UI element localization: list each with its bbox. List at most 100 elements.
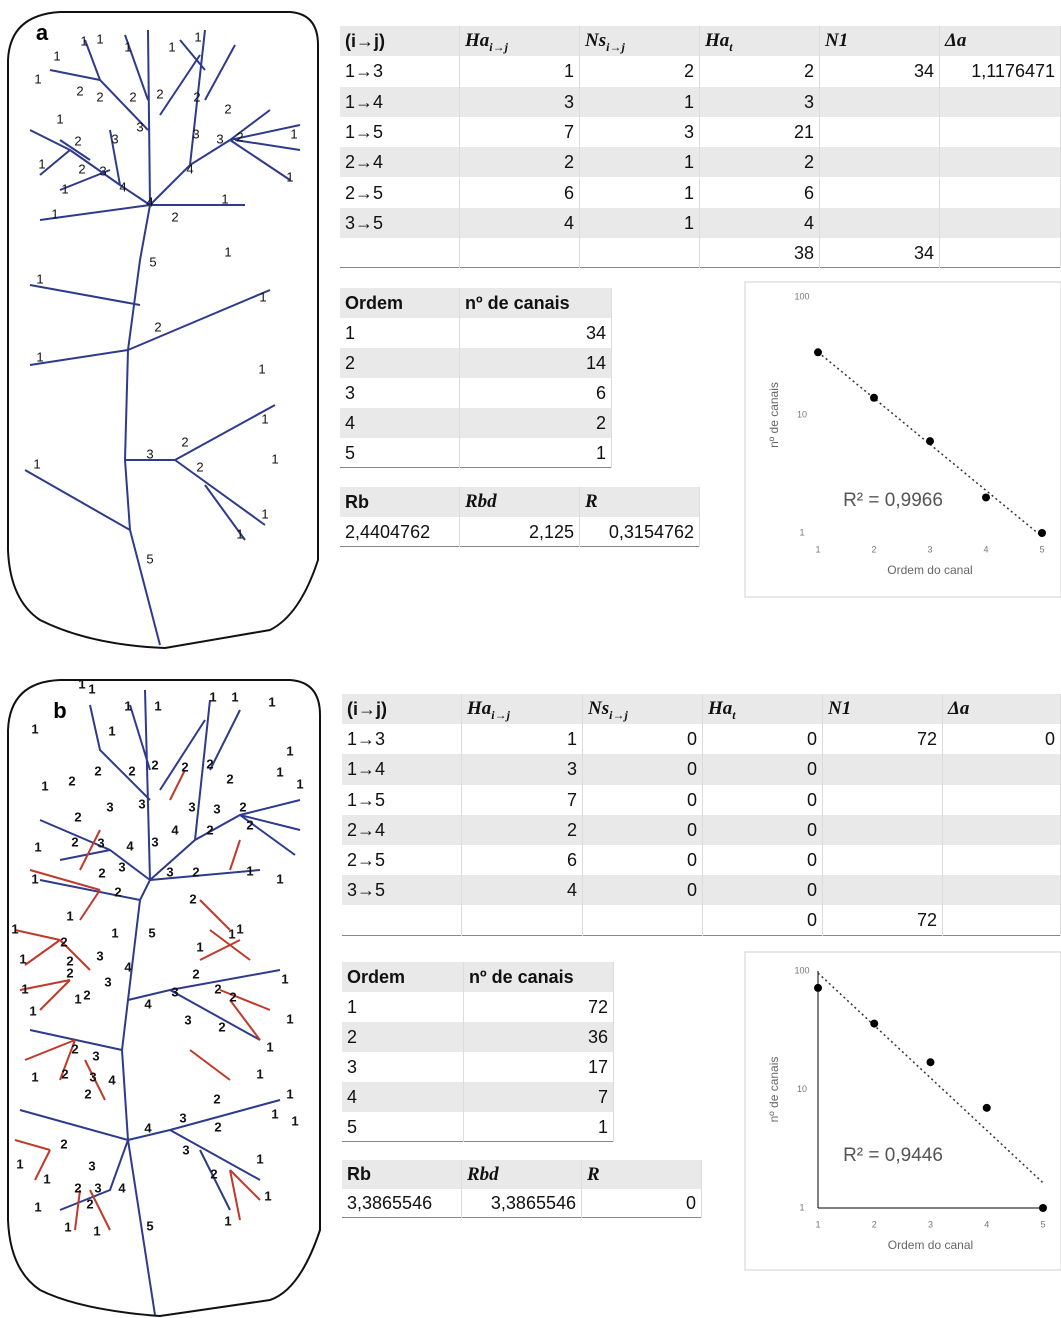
stream-order-label: 2	[226, 771, 233, 786]
header-subscript: i→j	[606, 40, 625, 54]
stream-order-label: 1	[124, 39, 131, 54]
table-cell: 3	[460, 87, 580, 117]
stream-order-label: 2	[71, 1041, 78, 1056]
stream-order-label: 1	[36, 271, 43, 286]
table-cell: 3	[340, 378, 460, 408]
table-cell: 3→5	[342, 875, 462, 905]
table-cell	[943, 785, 1061, 815]
stream-order-label: 2	[246, 817, 253, 832]
y-tick-label: 10	[797, 409, 807, 419]
table-cell: 2	[460, 147, 580, 177]
table-cell: 72	[823, 724, 943, 754]
stream-order-label: 2	[61, 1066, 68, 1081]
stream-order-label: 3	[216, 131, 223, 146]
stream-order-label: 1	[261, 506, 268, 521]
table-cell: 2→4	[340, 147, 460, 177]
stream-order-label: 2	[76, 83, 83, 98]
table-cell: 3,3865546	[462, 1189, 582, 1218]
stream-order-label: 2	[206, 756, 213, 771]
y-axis-label: nº de canais	[767, 1057, 781, 1123]
table-cell: 0	[583, 724, 703, 754]
stream-order-label: 2	[83, 987, 90, 1002]
stream-order-label: 1	[231, 689, 238, 704]
header-subscript: t	[732, 708, 735, 722]
stream-order-label: 2	[66, 965, 73, 980]
table-cell	[943, 905, 1061, 935]
stream-order-label: 1	[286, 1086, 293, 1101]
header-cell: N1	[823, 694, 943, 724]
stream-order-label: 1	[264, 1188, 271, 1203]
basin-outline	[8, 12, 318, 648]
table-cell: 0	[582, 1189, 702, 1218]
stream-order-label: 4	[119, 179, 126, 194]
table-cell: 36	[464, 1022, 614, 1052]
r-squared-annotation: R² = 0,9966	[843, 490, 943, 511]
stream-order-label: 4	[144, 996, 152, 1011]
stream-order-label: 2	[189, 891, 196, 906]
table-cell: 1	[464, 1112, 614, 1142]
table-cell: 1	[340, 318, 460, 348]
stream-order-label: 1	[93, 1223, 100, 1238]
table-cell	[943, 815, 1061, 845]
data-point	[814, 984, 822, 992]
table-cell	[583, 905, 703, 935]
header-cell: R	[580, 487, 700, 517]
stream-order-label: 1	[61, 181, 68, 196]
stream-order-label: 1	[268, 694, 275, 709]
stream-order-label: 1	[66, 908, 73, 923]
table-cell: 6	[462, 845, 583, 875]
table-cell: 6	[460, 378, 612, 408]
stream-order-label: 1	[236, 921, 243, 936]
stream-order-label: 3	[92, 1048, 99, 1063]
table-cell: 38	[700, 238, 820, 268]
stream-order-label: 2	[192, 966, 199, 981]
table-cell: 2→5	[342, 845, 462, 875]
table-cell: 0	[703, 905, 823, 935]
header-text: Ns	[588, 698, 609, 719]
table-cell: 2,4404762	[340, 517, 460, 547]
figure: a111111122222212333321123144412115111211…	[0, 0, 1061, 1318]
table-cell	[823, 754, 943, 784]
x-axis-label: Ordem do canal	[888, 1238, 973, 1252]
table-cell: 3	[580, 117, 700, 147]
stream-order-label: 3	[111, 131, 118, 146]
table-cell: 2	[460, 408, 612, 438]
table-cell	[823, 875, 943, 905]
table-cell: 2	[700, 56, 820, 86]
table-cell: 0	[583, 815, 703, 845]
stream-order-label: 2	[68, 773, 75, 788]
stream-order-label: 2	[171, 209, 178, 224]
stream-order-label: 1	[53, 48, 60, 63]
table-cell: 3	[700, 87, 820, 117]
stream-order-label: 3	[192, 126, 199, 141]
stream-order-label: 2	[74, 809, 81, 824]
stream-order-label: 3	[213, 801, 220, 816]
stream-order-label: 1	[11, 921, 18, 936]
chart-frame	[745, 282, 1061, 597]
table-cell: 4	[700, 208, 820, 238]
table-cell: 0	[703, 815, 823, 845]
table-cell: 5	[340, 438, 460, 468]
header-subscript: i→j	[489, 40, 508, 54]
table-cell: 2→5	[340, 178, 460, 208]
table-cell: 21	[700, 117, 820, 147]
stream-order-label: 2	[218, 1019, 225, 1034]
stream-order-label: 2	[114, 884, 121, 899]
stream-order-label: 2	[192, 864, 199, 879]
stream-order-label: 1	[224, 244, 231, 259]
stream-order-label: 2	[229, 989, 236, 1004]
stream-order-label: 1	[21, 981, 28, 996]
header-cell: Hai→j	[460, 26, 580, 56]
stream-order-label: 1	[286, 169, 293, 184]
stream-order-label: 1	[266, 1039, 273, 1054]
stream-order-label: 3	[184, 1012, 191, 1027]
stream-order-label: 2	[84, 1086, 91, 1101]
table-cell	[943, 875, 1061, 905]
stream-order-label: 2	[78, 161, 85, 176]
stream-order-label: 4	[144, 1120, 152, 1135]
table-cell: 1	[460, 438, 612, 468]
stream-order-label: 1	[228, 926, 235, 941]
stream-order-label: 2	[210, 1166, 217, 1181]
table-cell	[940, 117, 1061, 147]
stream-order-label: 1	[64, 1219, 71, 1234]
